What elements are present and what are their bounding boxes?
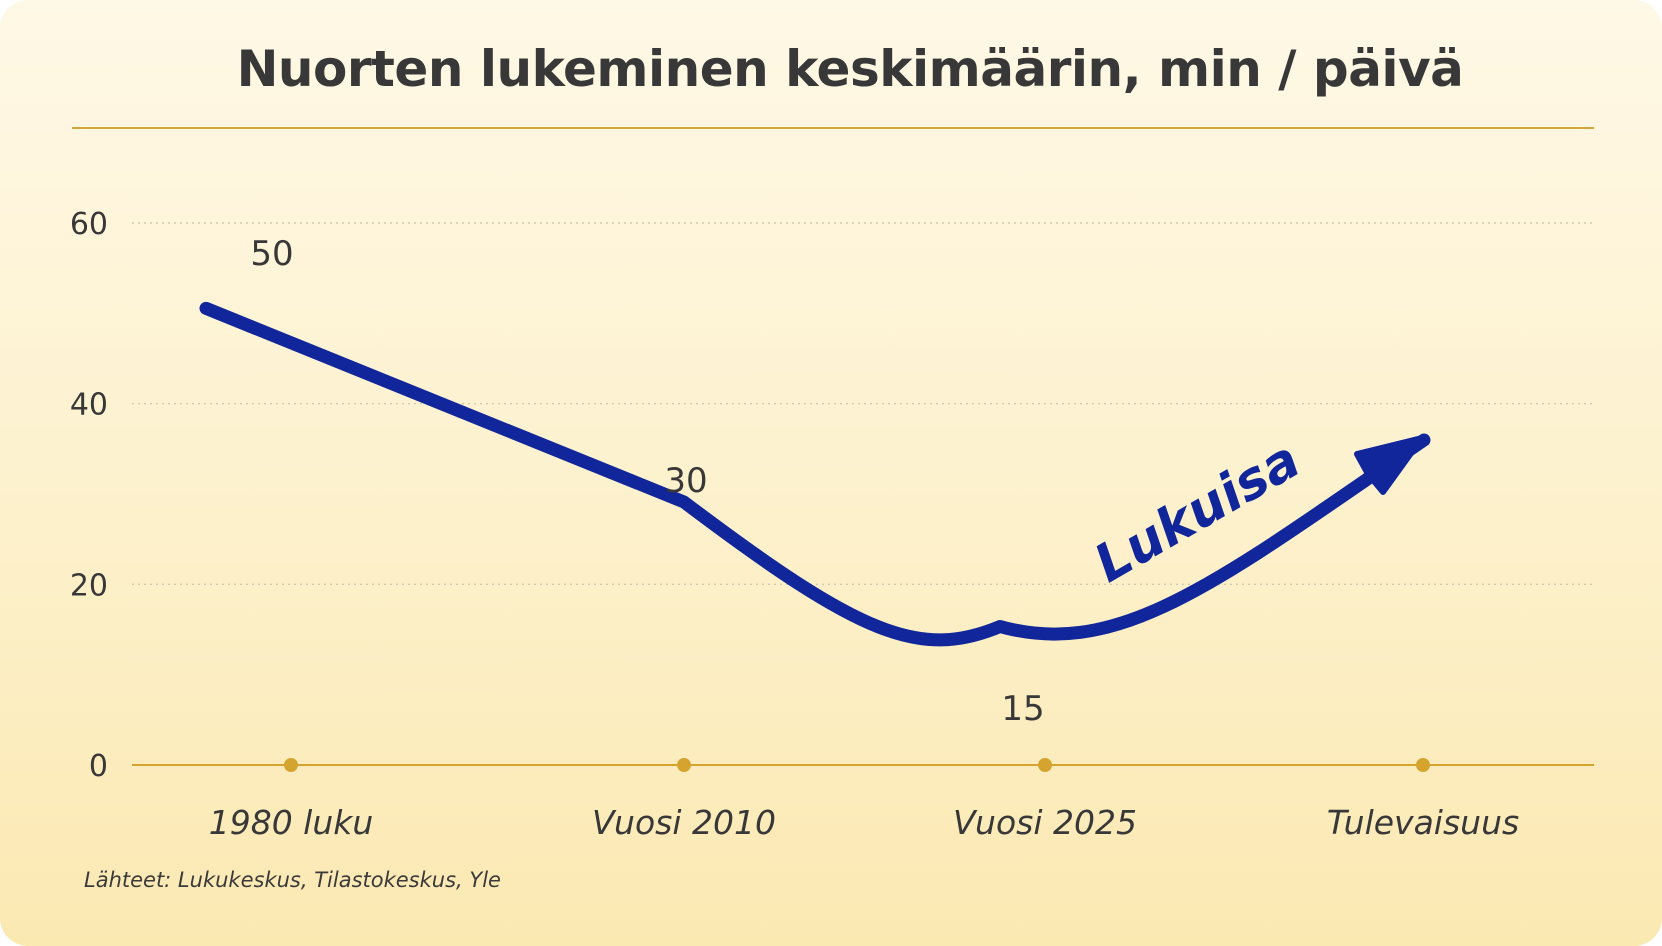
x-axis-dot bbox=[677, 758, 691, 772]
x-axis-dot bbox=[284, 758, 298, 772]
data-label: 15 bbox=[1001, 689, 1044, 729]
x-tick-label: Vuosi 2010 bbox=[592, 803, 776, 842]
chart-title: Nuorten lukeminen keskimäärin, min / päi… bbox=[236, 40, 1464, 98]
x-axis-labels: 1980 luku Vuosi 2010 Vuosi 2025 Tulevaisuus bbox=[209, 803, 1519, 842]
source-note: Lähteet: Lukukeskus, Tilastokeskus, Yle bbox=[84, 868, 501, 892]
data-label: 50 bbox=[250, 234, 293, 274]
x-tick-label: 1980 luku bbox=[209, 803, 374, 842]
title-divider bbox=[72, 127, 1594, 129]
x-tick-label: Vuosi 2025 bbox=[953, 803, 1137, 842]
x-axis-markers bbox=[284, 758, 1430, 772]
y-axis-ticks: 0 20 40 60 bbox=[70, 207, 108, 784]
arrowhead bbox=[1354, 435, 1425, 495]
x-tick-label: Tulevaisuus bbox=[1327, 803, 1519, 842]
data-labels: 50 30 15 bbox=[250, 234, 1044, 729]
y-tick-label: 20 bbox=[70, 568, 108, 603]
annotation-label: Lukuisa bbox=[1085, 430, 1310, 595]
y-tick-label: 60 bbox=[70, 207, 108, 242]
x-axis-dot bbox=[1038, 758, 1052, 772]
x-axis-dot bbox=[1416, 758, 1430, 772]
y-tick-label: 40 bbox=[70, 388, 108, 423]
data-label: 30 bbox=[664, 461, 707, 501]
grid-lines bbox=[132, 222, 1594, 585]
y-tick-label: 0 bbox=[89, 749, 108, 784]
series-line bbox=[199, 301, 1431, 647]
